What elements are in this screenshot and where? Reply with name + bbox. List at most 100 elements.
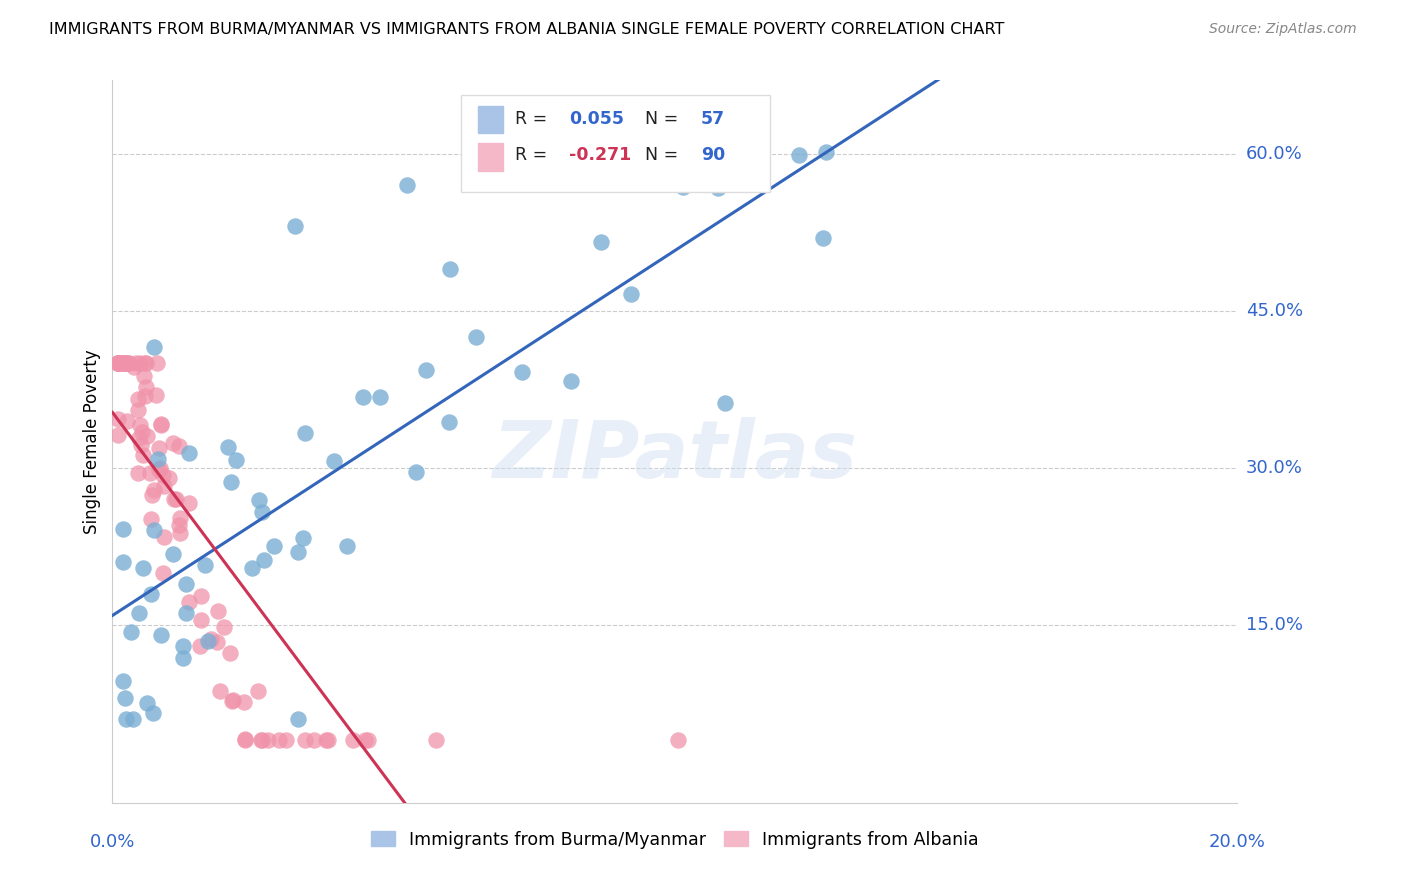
Point: [190, 589, 212, 603]
Point: [253, 553, 276, 567]
Point: [353, 733, 375, 747]
Point: [141, 488, 163, 502]
Point: [217, 440, 239, 454]
Point: [107, 356, 129, 370]
Point: [128, 418, 150, 433]
Point: [232, 695, 254, 709]
Point: [146, 356, 169, 370]
Point: [172, 639, 194, 653]
Point: [322, 454, 344, 468]
Point: [274, 733, 297, 747]
Point: [162, 547, 184, 561]
Point: [425, 733, 447, 747]
Point: [437, 415, 460, 429]
Point: [169, 517, 191, 532]
Point: [172, 650, 194, 665]
Point: [150, 628, 173, 642]
Point: [134, 389, 156, 403]
Point: [396, 178, 419, 192]
Point: [148, 460, 170, 475]
Text: ZIPatlas: ZIPatlas: [492, 417, 858, 495]
Point: [166, 491, 188, 506]
Point: [115, 356, 138, 370]
Point: [107, 356, 129, 370]
Point: [706, 180, 728, 194]
Point: [250, 505, 273, 519]
Point: [114, 690, 136, 705]
Point: [115, 414, 138, 428]
Point: [291, 531, 314, 545]
Point: [146, 452, 169, 467]
Point: [112, 555, 135, 569]
Point: [176, 576, 198, 591]
Point: [214, 620, 236, 634]
Point: [356, 733, 378, 747]
Point: [134, 368, 156, 383]
Text: R =: R =: [515, 145, 553, 164]
Point: [129, 356, 152, 370]
Point: [714, 396, 737, 410]
Point: [672, 180, 695, 194]
Point: [136, 696, 159, 710]
Point: [221, 693, 243, 707]
Point: [107, 356, 129, 370]
Point: [143, 483, 166, 497]
Point: [107, 356, 129, 370]
Point: [127, 392, 149, 406]
Point: [142, 340, 165, 354]
Point: [163, 492, 186, 507]
Text: 20.0%: 20.0%: [1209, 833, 1265, 851]
Point: [352, 390, 374, 404]
Point: [207, 604, 229, 618]
Point: [131, 425, 153, 440]
Point: [510, 365, 533, 379]
Point: [177, 445, 200, 459]
Point: [107, 356, 129, 370]
Point: [145, 387, 167, 401]
Point: [177, 595, 200, 609]
Legend: Immigrants from Burma/Myanmar, Immigrants from Albania: Immigrants from Burma/Myanmar, Immigrant…: [364, 823, 986, 855]
Point: [128, 606, 150, 620]
Point: [256, 733, 278, 747]
Text: 57: 57: [700, 110, 725, 128]
Point: [813, 231, 835, 245]
Point: [188, 639, 211, 653]
Y-axis label: Single Female Poverty: Single Female Poverty: [83, 350, 101, 533]
Point: [127, 467, 149, 481]
Point: [148, 463, 170, 477]
Text: 30.0%: 30.0%: [1246, 458, 1302, 476]
Point: [589, 235, 612, 250]
Point: [112, 356, 135, 370]
Point: [176, 607, 198, 621]
Point: [141, 512, 163, 526]
Text: 0.0%: 0.0%: [90, 833, 135, 851]
Point: [233, 731, 256, 746]
Text: Source: ZipAtlas.com: Source: ZipAtlas.com: [1209, 22, 1357, 37]
Point: [148, 441, 170, 455]
Point: [302, 733, 325, 747]
FancyBboxPatch shape: [478, 143, 503, 170]
Point: [111, 356, 134, 370]
Point: [135, 380, 157, 394]
Point: [177, 496, 200, 510]
Point: [135, 356, 157, 370]
Point: [465, 330, 488, 344]
Text: IMMIGRANTS FROM BURMA/MYANMAR VS IMMIGRANTS FROM ALBANIA SINGLE FEMALE POVERTY C: IMMIGRANTS FROM BURMA/MYANMAR VS IMMIGRA…: [49, 22, 1004, 37]
Point: [167, 439, 190, 453]
Point: [122, 712, 145, 726]
Point: [560, 374, 582, 388]
Text: N =: N =: [644, 110, 683, 128]
Point: [316, 733, 339, 747]
Text: 45.0%: 45.0%: [1246, 301, 1303, 319]
Point: [118, 356, 141, 370]
Point: [342, 733, 364, 747]
Point: [287, 545, 309, 559]
Point: [284, 219, 307, 233]
Point: [219, 475, 242, 489]
Point: [814, 145, 837, 159]
Point: [209, 684, 232, 698]
Point: [294, 426, 316, 441]
Point: [194, 558, 217, 572]
Point: [336, 539, 359, 553]
Point: [115, 712, 138, 726]
